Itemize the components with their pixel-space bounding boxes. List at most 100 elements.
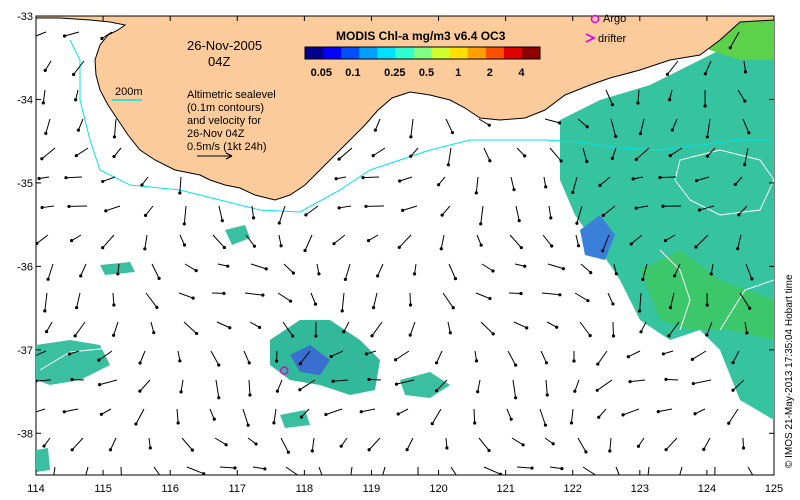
velocity-arrow-head bbox=[100, 36, 104, 41]
lon-tick-label: 115 bbox=[94, 483, 112, 495]
scale-arrow bbox=[197, 152, 233, 160]
velocity-arrow-head bbox=[101, 179, 105, 184]
velocity-arrow-head bbox=[42, 444, 46, 448]
velocity-arrow bbox=[580, 263, 592, 274]
velocity-arrow bbox=[745, 263, 753, 280]
velocity-arrow bbox=[414, 263, 417, 274]
velocity-arrow bbox=[39, 176, 50, 179]
velocity-arrow-head bbox=[450, 130, 455, 135]
velocity-arrow bbox=[599, 176, 611, 186]
velocity-arrow-head bbox=[373, 128, 377, 132]
velocity-arrow-head bbox=[733, 182, 737, 187]
colorbar-segment bbox=[377, 47, 396, 59]
velocity-arrow-head bbox=[275, 389, 280, 393]
velocity-arrow bbox=[402, 205, 418, 211]
velocity-arrow bbox=[729, 31, 740, 48]
velocity-arrow-head bbox=[155, 305, 159, 309]
velocity-arrow-head bbox=[337, 206, 341, 210]
velocity-arrow-head bbox=[525, 326, 529, 330]
velocity-arrow bbox=[692, 350, 707, 360]
velocity-arrow bbox=[511, 437, 524, 446]
velocity-arrow-head bbox=[417, 480, 420, 483]
velocity-arrow-head bbox=[440, 213, 444, 217]
lon-tick-label: 118 bbox=[296, 483, 314, 495]
velocity-arrow-head bbox=[445, 446, 449, 450]
velocity-arrow bbox=[145, 292, 158, 308]
velocity-arrow-head bbox=[299, 415, 304, 419]
velocity-arrow bbox=[71, 437, 84, 451]
velocity-arrow-head bbox=[705, 303, 709, 307]
velocity-arrow bbox=[176, 408, 179, 423]
velocity-arrow-head bbox=[446, 163, 450, 167]
velocity-arrow bbox=[350, 466, 353, 475]
velocity-arrow-head bbox=[70, 377, 74, 382]
velocity-arrow-head bbox=[476, 390, 480, 394]
velocity-arrow bbox=[250, 263, 267, 270]
velocity-arrow bbox=[368, 437, 381, 451]
sealevel-contour-2 bbox=[659, 249, 691, 331]
credit-text: © IMOS 21-May-2013 17:35:04 Hobart time bbox=[784, 274, 795, 468]
velocity-arrow-head bbox=[342, 330, 346, 334]
velocity-arrow-head bbox=[703, 104, 707, 108]
velocity-arrow-head bbox=[748, 306, 752, 310]
velocity-arrow bbox=[75, 89, 79, 100]
velocity-arrow-head bbox=[246, 423, 250, 427]
sealevel-contour-4 bbox=[39, 347, 111, 371]
velocity-arrow-head bbox=[367, 377, 371, 382]
velocity-arrow-head bbox=[519, 291, 523, 296]
velocity-arrow bbox=[120, 466, 122, 475]
date-label: 26-Nov-2005 bbox=[187, 38, 262, 53]
velocity-arrow-head bbox=[337, 157, 341, 161]
velocity-arrow bbox=[576, 205, 583, 224]
velocity-arrow bbox=[742, 437, 745, 449]
velocity-arrow bbox=[514, 263, 525, 267]
velocity-arrow-head bbox=[626, 355, 630, 359]
velocity-arrow bbox=[113, 147, 122, 157]
velocity-arrow-head bbox=[116, 272, 120, 276]
velocity-arrow-head bbox=[323, 479, 326, 482]
velocity-arrow bbox=[316, 263, 320, 274]
velocity-arrow bbox=[638, 437, 645, 447]
velocity-arrow-head bbox=[157, 276, 161, 280]
velocity-arrow-head bbox=[43, 309, 47, 313]
velocity-arrow bbox=[436, 379, 448, 392]
velocity-arrow-head bbox=[73, 334, 77, 338]
velocity-arrow-head bbox=[272, 421, 276, 425]
velocity-arrow bbox=[477, 379, 481, 392]
velocity-arrow-head bbox=[76, 128, 81, 132]
velocity-arrow-head bbox=[550, 244, 554, 248]
velocity-arrow bbox=[442, 292, 454, 309]
velocity-arrow-head bbox=[558, 293, 562, 297]
velocity-arrow bbox=[409, 321, 416, 336]
velocity-arrow bbox=[273, 408, 277, 423]
velocity-arrow bbox=[613, 263, 617, 274]
velocity-arrow-head bbox=[148, 446, 152, 450]
velocity-arrow-head bbox=[691, 381, 695, 386]
velocity-arrow-head bbox=[397, 245, 401, 249]
velocity-arrow-head bbox=[664, 448, 668, 452]
sealevel-contour-1 bbox=[674, 149, 774, 216]
colorbar-tick-label: 0.1 bbox=[345, 67, 360, 79]
velocity-arrow-head bbox=[178, 191, 182, 195]
velocity-arrow bbox=[374, 118, 381, 131]
velocity-arrow-head bbox=[549, 216, 553, 220]
velocity-arrow bbox=[441, 205, 451, 216]
velocity-arrow-head bbox=[40, 205, 44, 210]
velocity-arrow bbox=[71, 234, 82, 242]
lon-tick-label: 117 bbox=[228, 483, 246, 495]
velocity-arrow-head bbox=[561, 266, 565, 271]
colorbar-segment bbox=[503, 47, 523, 59]
velocity-arrow bbox=[282, 321, 294, 337]
velocity-arrow-head bbox=[190, 448, 195, 452]
velocity-arrow bbox=[516, 466, 532, 469]
velocity-arrow bbox=[299, 379, 316, 391]
velocity-arrow-head bbox=[479, 222, 483, 226]
velocity-arrow-head bbox=[134, 422, 138, 426]
velocity-arrow bbox=[184, 263, 197, 272]
velocity-arrow bbox=[399, 176, 413, 182]
velocity-arrow-head bbox=[487, 448, 491, 453]
velocity-arrow-head bbox=[291, 334, 295, 338]
velocity-arrow-head bbox=[364, 352, 369, 356]
velocity-arrow bbox=[695, 234, 709, 248]
velocity-arrow bbox=[597, 350, 608, 365]
